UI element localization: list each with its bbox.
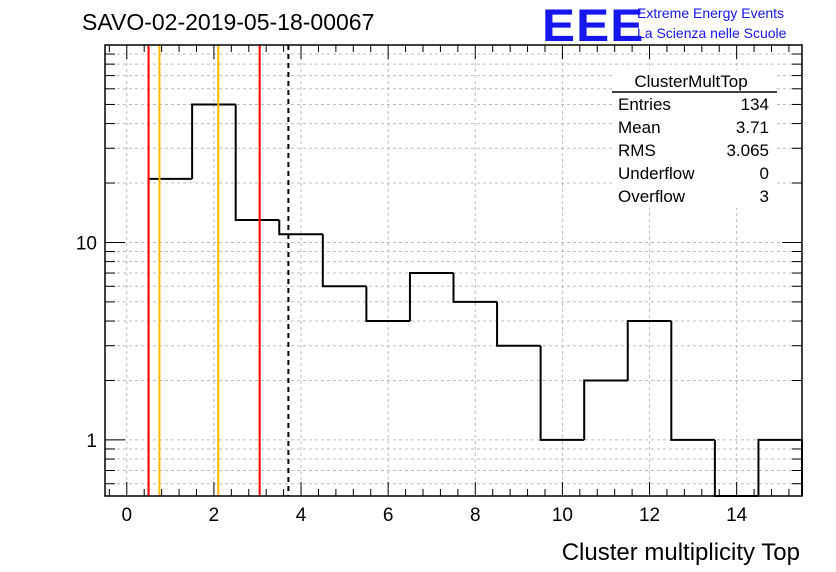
eee-logo: EEE [542,0,645,51]
stats-value-overflow: 3 [760,187,769,206]
histogram-bin [408,272,454,322]
histogram-bin [321,234,367,288]
histogram-bin [234,104,280,221]
y-tick-label: 1 [86,431,97,452]
stats-value-underflow: 0 [760,164,769,183]
x-tick-label: 6 [383,505,394,526]
histogram-bin [147,177,193,496]
x-tick-label: 2 [209,505,220,526]
x-tick-label: 12 [639,505,660,526]
stats-label-underflow: Underflow [618,164,695,183]
stats-value-mean: 3.71 [736,118,769,137]
histogram-bin [539,345,585,441]
x-tick-label: 4 [296,505,307,526]
x-tick-label: 10 [552,505,573,526]
stats-label-entries: Entries [618,95,671,114]
x-tick-label: 0 [121,505,132,526]
stats-value-entries: 134 [741,95,769,114]
stats-label-rms: RMS [618,141,656,160]
histogram-bin [583,379,628,440]
marker-lines [147,45,290,496]
y-tick-label: 10 [76,233,97,254]
x-tick-label: 8 [470,505,481,526]
x-axis-label: Cluster multiplicity Top [562,539,800,566]
histogram-bin [496,301,541,347]
logo-line-2: La Scienza nelle Scuole [637,25,787,41]
histogram-bin [670,321,715,441]
histogram-bin [626,320,672,381]
histogram-bin [191,103,236,179]
stats-box: ClusterMultTop Entries 134 Mean 3.71 RMS… [612,70,777,208]
stats-value-rms: 3.065 [726,141,769,160]
histogram-bin [757,438,803,496]
x-tick-label: 14 [726,505,748,526]
histogram-bin [452,273,498,303]
logo-line-1: Extreme Energy Events [637,5,785,21]
stats-label-overflow: Overflow [618,187,686,206]
grid [105,45,802,496]
stats-label-mean: Mean [618,118,661,137]
chart-title: SAVO-02-2019-05-18-00067 [82,9,375,35]
histogram-bin [365,286,410,323]
plot-frame [104,44,803,497]
histogram-bin [278,219,323,236]
stats-title: ClusterMultTop [634,72,747,91]
axes: 0 2 4 6 8 10 12 14 1 10 [76,44,803,526]
